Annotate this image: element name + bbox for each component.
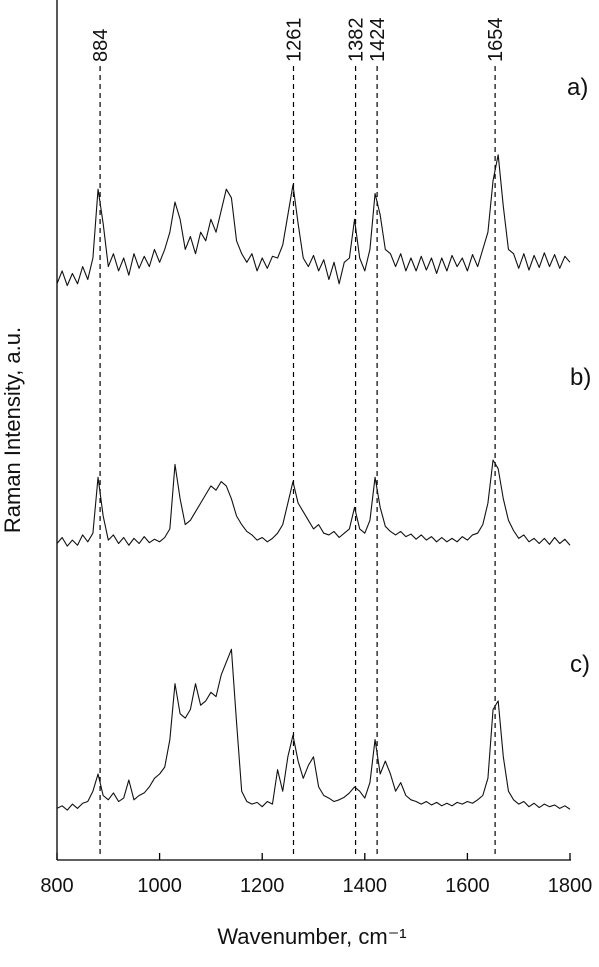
x-tick-label: 1400 [343, 875, 388, 897]
peak-label: 884 [90, 29, 112, 62]
peak-label: 1382 [346, 18, 368, 63]
x-tick-label: 1000 [137, 875, 182, 897]
peak-label: 1424 [367, 18, 389, 63]
x-tick-label: 1600 [445, 875, 490, 897]
series-label: c) [570, 651, 590, 678]
series-label: b) [570, 364, 591, 391]
x-tick-label: 800 [40, 875, 73, 897]
peak-label: 1261 [283, 18, 305, 63]
peak-label: 1654 [485, 18, 507, 63]
spectrum-line [56, 459, 571, 547]
x-tick-label: 1800 [548, 875, 593, 897]
x-axis-title: Wavenumber, cm⁻¹ [217, 924, 406, 949]
y-axis-title: Raman Intensity, a.u. [0, 327, 25, 533]
series-label: a) [567, 74, 588, 101]
spectrum-line [56, 648, 571, 811]
x-tick-label: 1200 [240, 875, 285, 897]
spectrum-line [56, 154, 571, 287]
